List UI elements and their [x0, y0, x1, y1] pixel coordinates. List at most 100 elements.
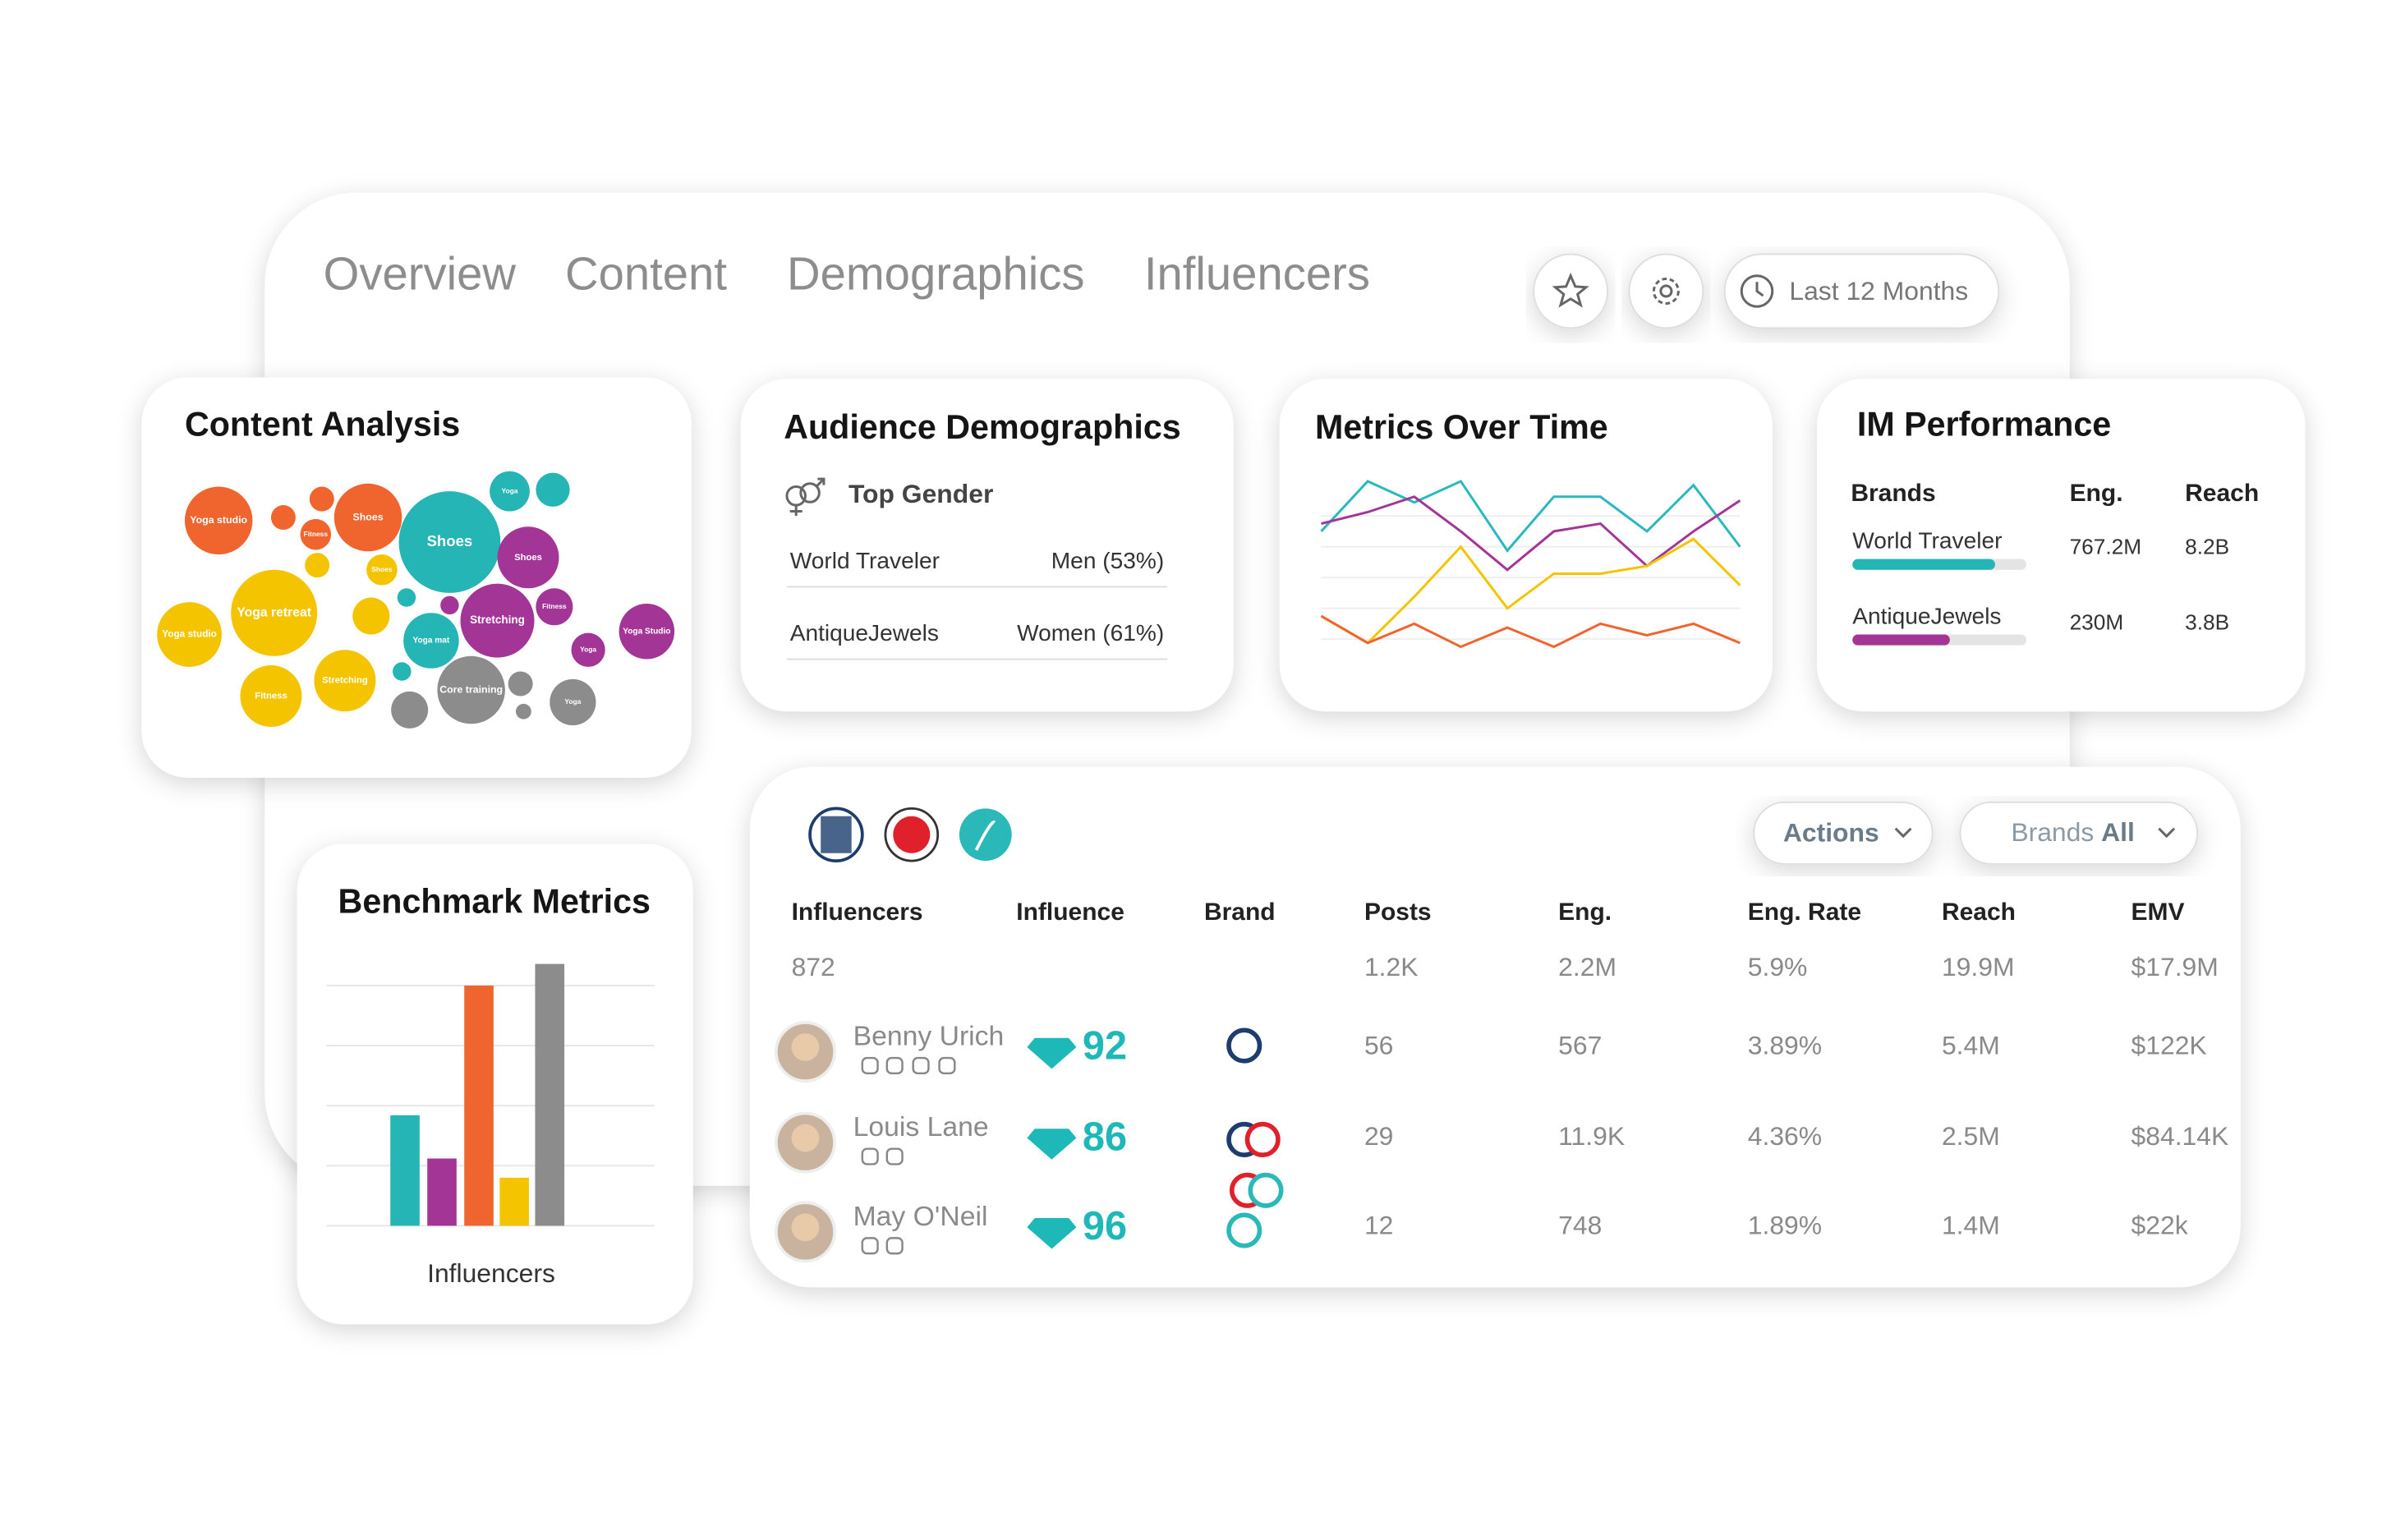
bubble-label: Fitness — [542, 602, 567, 610]
bubble — [508, 671, 533, 696]
cell-posts: 56 — [1364, 1030, 1393, 1060]
column-header: Brands — [1851, 480, 1935, 507]
brand-logo — [1226, 1027, 1262, 1064]
gender-icon — [785, 477, 825, 517]
total-influencers: 872 — [792, 952, 835, 981]
tab[interactable]: Influencers — [1144, 247, 1370, 299]
social-icon[interactable] — [885, 1237, 904, 1255]
bubble — [184, 486, 253, 555]
social-icon[interactable] — [912, 1056, 930, 1075]
table-card — [749, 766, 2241, 1288]
influencer-name: Louis Lane — [853, 1111, 989, 1142]
bubble — [536, 588, 573, 626]
bubble — [309, 486, 334, 512]
influencer-table: Influencers Influence Brand Posts Eng. Eng. R… — [774, 899, 2229, 1263]
social-icon[interactable] — [885, 1056, 904, 1075]
cell-posts: 29 — [1364, 1121, 1393, 1151]
column-header: Brand — [1204, 899, 1276, 926]
brand-name: World Traveler — [1852, 527, 2002, 553]
card-title: Content Analysis — [185, 405, 460, 443]
bubble — [393, 662, 412, 681]
bubble-label: Yoga — [502, 486, 518, 494]
column-header: Eng. Rate — [1748, 899, 1861, 926]
bubble — [391, 691, 429, 729]
bubble-label: Yoga retreat — [237, 605, 311, 619]
bubble — [240, 665, 302, 728]
date-range-button[interactable]: Last 12 Months — [1723, 253, 2000, 329]
brand-logos — [808, 807, 1012, 862]
bar — [535, 963, 565, 1226]
avatar-face — [791, 1213, 820, 1242]
bubble — [619, 604, 675, 660]
line-series — [1320, 614, 1741, 649]
bubble — [300, 518, 332, 550]
card-title: Audience Demographics — [784, 408, 1180, 446]
reach-value: 3.8B — [2185, 609, 2229, 634]
bar — [390, 1115, 420, 1226]
influencer-name: May O'Neil — [853, 1201, 988, 1232]
bubble-label: Yoga studio — [190, 514, 247, 526]
bubble — [437, 655, 505, 724]
filter-label: Brands — [2011, 818, 2094, 848]
bubble — [497, 526, 559, 589]
bubble — [550, 678, 596, 726]
bubble — [460, 583, 535, 658]
eng-value: 767.2M — [2070, 534, 2142, 559]
x-axis-label: Influencers — [427, 1258, 555, 1288]
settings-button[interactable] — [1628, 253, 1704, 329]
card-title: IM Performance — [1857, 405, 2111, 443]
cell-emv: $122K — [2132, 1030, 2207, 1060]
influence-score: 92 — [1083, 1024, 1127, 1069]
influence-score: 86 — [1083, 1115, 1127, 1159]
bubble — [157, 602, 222, 667]
brand-filter[interactable]: Brands All — [1959, 801, 2199, 865]
bubble-label: Yoga Studio — [623, 627, 670, 636]
avatar-face — [791, 1124, 820, 1152]
gender-share: Men (53%) — [1051, 548, 1164, 573]
line-series — [1320, 480, 1741, 553]
tab[interactable]: Content — [565, 247, 727, 299]
cell-eng: 748 — [1558, 1211, 1602, 1240]
social-icon[interactable] — [861, 1147, 879, 1165]
subtitle: Top Gender — [848, 479, 993, 508]
cell-reach: 5.4M — [1942, 1030, 2000, 1060]
bubble — [490, 471, 530, 512]
tab[interactable]: Overview — [324, 247, 517, 299]
tab[interactable]: Demographics — [787, 247, 1085, 299]
column-header: Influence — [1016, 899, 1124, 926]
bubble — [403, 613, 459, 669]
cell-reach: 2.5M — [1942, 1121, 2000, 1151]
bubble-label: Fitness — [304, 530, 329, 538]
social-icon[interactable] — [861, 1237, 879, 1255]
card-title: Metrics Over Time — [1315, 408, 1608, 446]
bubble-label: Yoga — [580, 646, 596, 654]
column-header: Reach — [2185, 480, 2259, 507]
progress-bar — [1852, 634, 1950, 646]
actions-button[interactable]: Actions — [1753, 801, 1934, 865]
line-chart — [1320, 480, 1741, 649]
column-header: Posts — [1364, 899, 1432, 926]
social-icon[interactable] — [938, 1056, 956, 1075]
grid — [1321, 515, 1741, 641]
social-icon[interactable] — [861, 1056, 879, 1075]
cell-emv: $22k — [2132, 1211, 2188, 1240]
cell-emv: $84.14K — [2132, 1121, 2229, 1151]
brand-logo — [1244, 1121, 1281, 1157]
bubble — [516, 703, 531, 719]
influencer-name: Benny Urich — [853, 1021, 1005, 1052]
favorite-button[interactable] — [1533, 253, 1609, 329]
bubble — [333, 483, 402, 552]
avatar-face — [791, 1033, 820, 1061]
influence-score: 96 — [1083, 1204, 1127, 1248]
bubble-label: Stretching — [470, 614, 525, 626]
cell-eng-rate: 1.89% — [1748, 1211, 1822, 1240]
column-header: Eng. — [2070, 480, 2123, 507]
line-series — [1321, 495, 1741, 572]
bubble-label: Shoes — [514, 553, 542, 563]
column-header: EMV — [2132, 899, 2185, 926]
social-icon[interactable] — [885, 1147, 904, 1165]
filter-value: All — [2101, 818, 2135, 848]
cell-posts: 12 — [1364, 1211, 1393, 1240]
diamond-icon — [1027, 1218, 1077, 1249]
